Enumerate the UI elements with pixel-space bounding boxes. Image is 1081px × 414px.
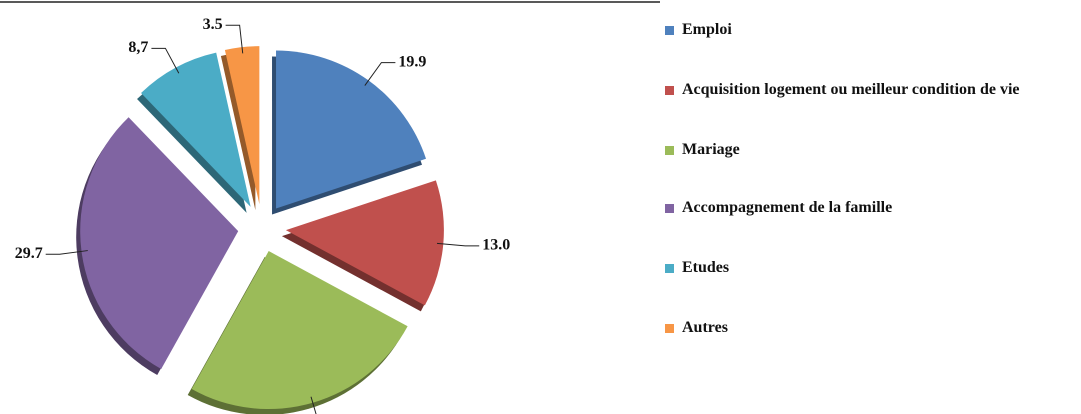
legend-item: Mariage (665, 140, 1075, 160)
leader-line (364, 62, 396, 86)
slice (285, 180, 444, 306)
slice (276, 50, 427, 209)
legend-swatch (665, 86, 674, 95)
legend-item: Emploi (665, 20, 1075, 40)
leader-line (310, 396, 317, 414)
leader-line (45, 250, 88, 255)
legend-swatch (665, 204, 674, 213)
legend-label: Autres (682, 319, 728, 336)
legend-label: Accompagnement de la famille (682, 199, 893, 216)
leader-line (436, 242, 480, 247)
legend-label: Etudes (682, 259, 730, 276)
slice (141, 52, 251, 207)
slice (80, 117, 239, 370)
leader-line (151, 47, 180, 74)
data-label: 29.7 (15, 245, 43, 262)
legend-swatch (665, 324, 674, 333)
legend-swatch (665, 146, 674, 155)
legend-swatch (665, 264, 674, 273)
chart: 19.913.025.229.78,73.5 (0, 1, 660, 414)
legend-item: Acquisition logement ou meilleur conditi… (665, 80, 1075, 100)
legend-item: Accompagnement de la famille (665, 198, 1075, 218)
legend-swatch (665, 26, 674, 35)
slice (191, 251, 408, 410)
leader-line (225, 24, 244, 54)
data-label: 19.9 (398, 53, 426, 70)
data-label: 3.5 (203, 16, 223, 33)
data-label: 8,7 (128, 39, 148, 56)
legend-label: Mariage (682, 141, 740, 158)
data-label: 13.0 (482, 237, 510, 254)
legend-label: Emploi (682, 21, 732, 38)
legend-item: Etudes (665, 258, 1075, 278)
slice (224, 46, 260, 205)
legend-label: Acquisition logement ou meilleur conditi… (682, 81, 1020, 98)
legend-item: Autres (665, 318, 1075, 338)
